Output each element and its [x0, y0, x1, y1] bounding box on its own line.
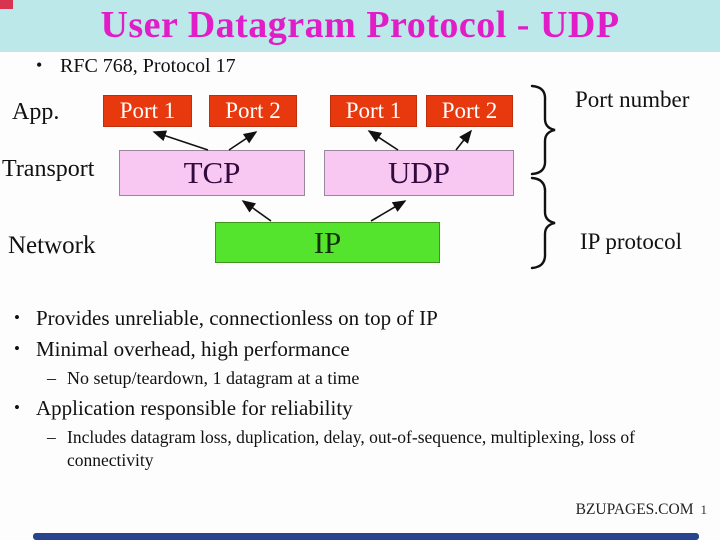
intro-bullet-text: RFC 768, Protocol 17: [60, 55, 236, 77]
arrow-ip-udp: [370, 200, 407, 222]
arrow-udp-port2: [455, 129, 472, 151]
bullet-text: Application responsible for reliability: [36, 396, 353, 420]
bullet-item: • Minimal overhead, high performance: [14, 337, 350, 362]
bullet-text: No setup/teardown, 1 datagram at a time: [67, 368, 360, 388]
arrow-udp-port1: [367, 130, 399, 151]
page-number: 1: [700, 502, 708, 517]
intro-bullet: • RFC 768, Protocol 17: [36, 55, 236, 78]
layer-label-transport: Transport: [2, 156, 95, 182]
title-band: [0, 0, 720, 52]
page-title: User Datagram Protocol - UDP: [100, 4, 620, 46]
bullet-item: • Application responsible for reliabilit…: [14, 396, 353, 421]
port-box-tcp-1: Port 1: [103, 95, 192, 127]
bullet-icon: •: [14, 308, 20, 327]
port-box-udp-2: Port 2: [426, 95, 513, 127]
bullet-icon: •: [36, 55, 43, 75]
annotation-ip-protocol: IP protocol: [580, 229, 682, 254]
bottom-bar: [33, 533, 699, 540]
bullet-text: Includes datagram loss, duplication, del…: [67, 427, 635, 470]
port-box-udp-1: Port 1: [330, 95, 417, 127]
arrow-tcp-port1: [152, 130, 209, 151]
brace-port-number: [530, 84, 556, 176]
dash-icon: –: [47, 427, 56, 447]
footer: BZUPAGES.COM 1: [576, 501, 707, 519]
dash-icon: –: [47, 368, 56, 388]
ip-box: IP: [215, 222, 440, 263]
arrow-ip-tcp: [241, 200, 272, 222]
bullet-icon: •: [14, 339, 20, 358]
arrow-tcp-port2: [228, 131, 258, 151]
port-box-tcp-2: Port 2: [209, 95, 297, 127]
bullet-item: • Provides unreliable, connectionless on…: [14, 306, 438, 331]
footer-site-text: BZUPAGES.COM: [575, 501, 694, 518]
bullet-subitem: – No setup/teardown, 1 datagram at a tim…: [47, 368, 359, 389]
corner-accent: [0, 0, 13, 9]
bullet-subitem: – Includes datagram loss, duplication, d…: [47, 426, 663, 472]
brace-ip-protocol: [530, 176, 556, 270]
bullet-text: Minimal overhead, high performance: [36, 337, 350, 361]
bullet-text: Provides unreliable, connectionless on t…: [36, 306, 438, 330]
udp-box: UDP: [324, 150, 514, 196]
bullet-icon: •: [14, 398, 20, 417]
tcp-box: TCP: [119, 150, 305, 196]
layer-label-app: App.: [12, 99, 60, 125]
annotation-port-number: Port number: [575, 87, 690, 112]
layer-label-network: Network: [8, 232, 96, 259]
